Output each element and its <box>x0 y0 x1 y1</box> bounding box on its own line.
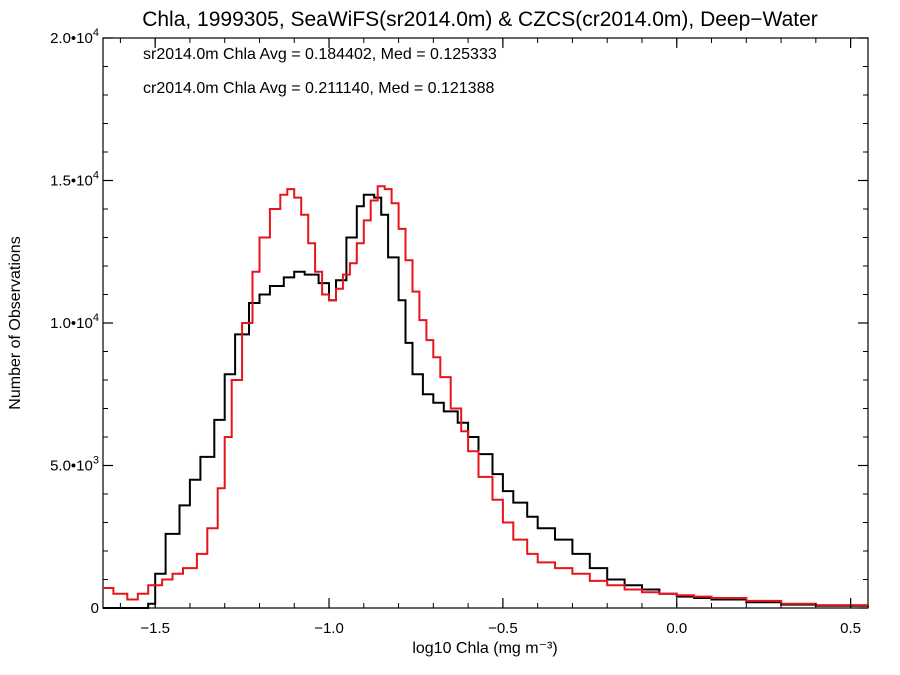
y-tick-label: 1.0•104 <box>50 312 99 332</box>
y-axis-label: Number of Observations <box>7 236 24 409</box>
x-tick-label: 0.5 <box>840 620 861 637</box>
stat-label-sr2014: sr2014.0m Chla Avg = 0.184402, Med = 0.1… <box>143 46 497 63</box>
y-tick-label: 0 <box>91 600 99 617</box>
x-tick-label: −1.5 <box>140 620 170 637</box>
y-tick-label: 2.0•104 <box>50 27 99 47</box>
stat-label-cr2014: cr2014.0m Chla Avg = 0.211140, Med = 0.1… <box>143 80 494 97</box>
x-axis-label: log10 Chla (mg m⁻³) <box>412 640 557 657</box>
series-sr2014-histogram <box>103 193 869 609</box>
series-cr2014-histogram <box>103 185 869 607</box>
x-axis: −1.5 −1.0 −0.5 0.0 0.5 <box>119 38 861 637</box>
x-tick-label: −1.0 <box>314 620 344 637</box>
series-layer <box>103 185 869 609</box>
x-tick-label: 0.0 <box>666 620 687 637</box>
x-tick-label: −0.5 <box>488 620 518 637</box>
y-tick-label: 5.0•103 <box>50 455 99 475</box>
chart-title: Chla, 1999305, SeaWiFS(sr2014.0m) & CZCS… <box>142 8 818 31</box>
y-axis: 0 5.0•103 1.0•104 1.5•104 2.0•104 <box>50 27 868 617</box>
y-tick-label: 1.5•104 <box>50 170 99 190</box>
